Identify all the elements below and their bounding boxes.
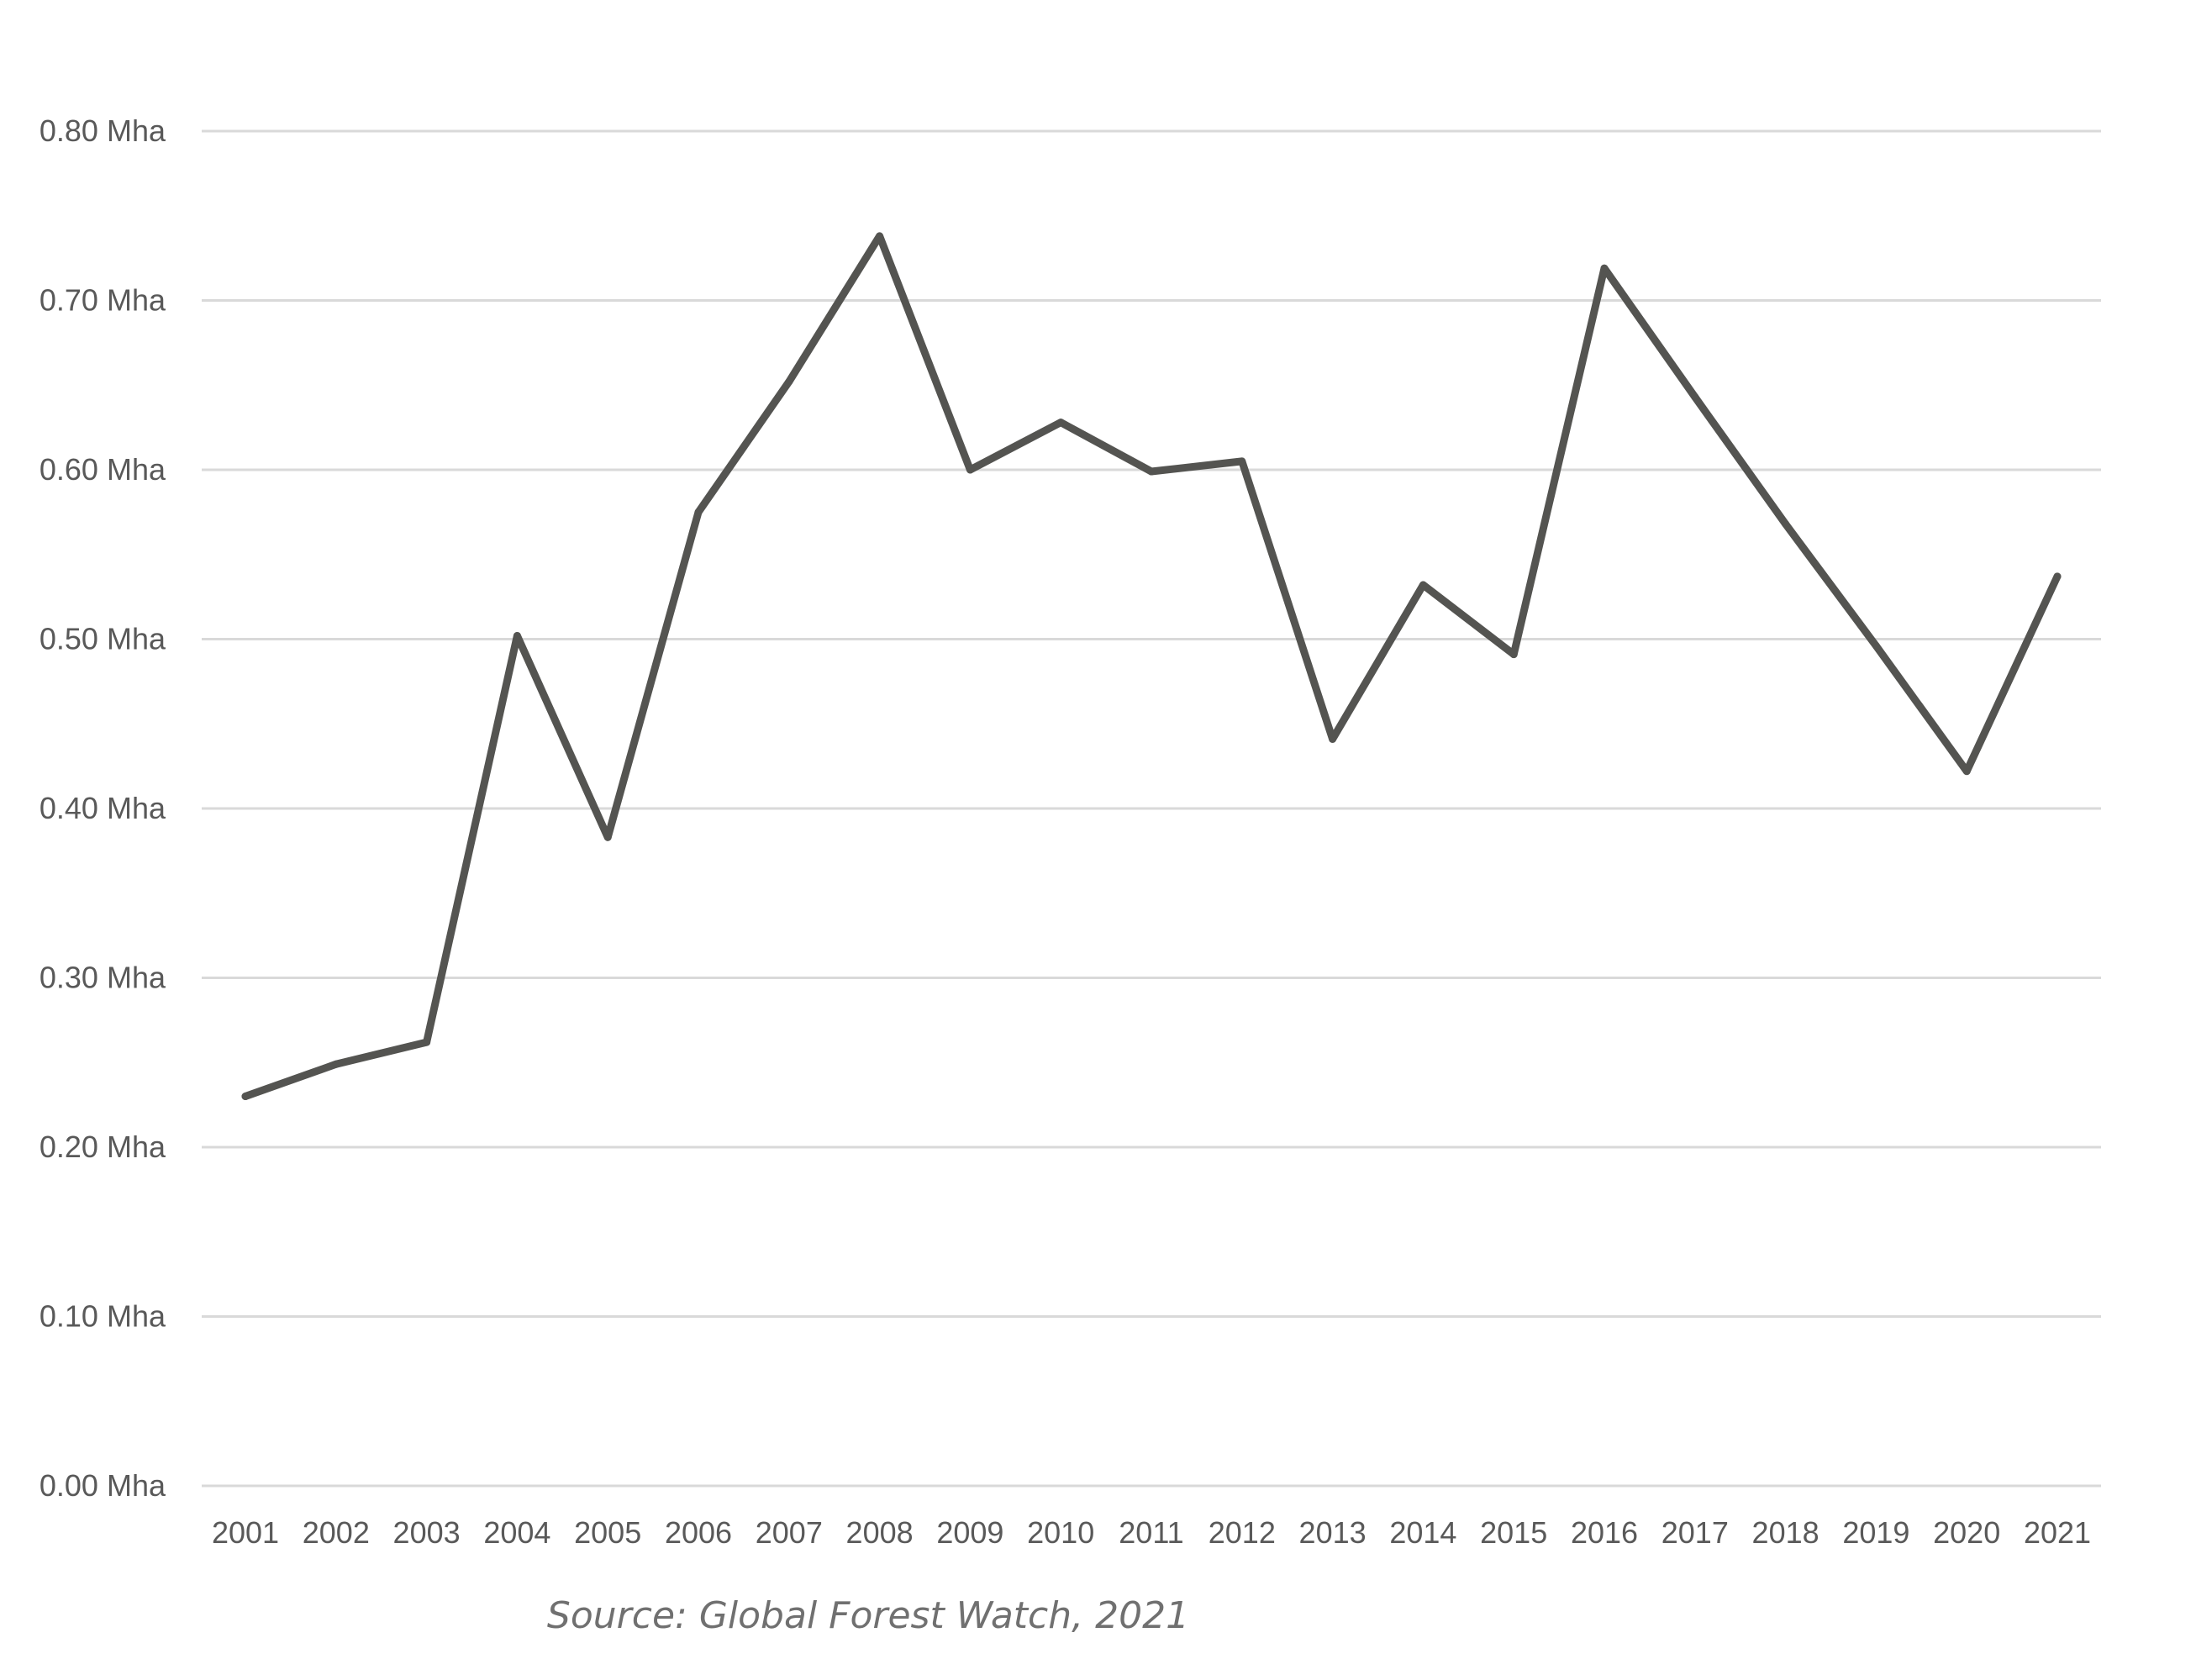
data-point (1238, 457, 1246, 466)
series-layer (241, 232, 2062, 1101)
x-tick-label: 2006 (665, 1515, 732, 1550)
x-tick-label: 2009 (936, 1515, 1003, 1550)
x-tick-label: 2013 (1299, 1515, 1367, 1550)
x-tick-label: 2008 (846, 1515, 914, 1550)
data-point (241, 1093, 250, 1101)
gridlines (202, 129, 2101, 1488)
data-point (1600, 264, 1609, 272)
data-point (2053, 572, 2062, 581)
x-tick-label: 2020 (1933, 1515, 2000, 1550)
x-tick-label: 2015 (1480, 1515, 1547, 1550)
y-tick-label: 0.20 Mha (39, 1130, 166, 1164)
x-tick-label: 2017 (1661, 1515, 1729, 1550)
x-tick-label: 2011 (1119, 1515, 1183, 1550)
y-tick-label: 0.60 Mha (39, 452, 166, 487)
data-point (694, 508, 703, 516)
x-tick-label: 2010 (1027, 1515, 1094, 1550)
data-point (332, 1060, 340, 1068)
data-point (423, 1038, 431, 1046)
y-tick-label: 0.80 Mha (39, 113, 166, 148)
x-tick-label: 2002 (303, 1515, 370, 1550)
data-point (603, 833, 612, 841)
data-point (1419, 581, 1427, 589)
data-point (876, 232, 884, 240)
x-tick-label: 2012 (1209, 1515, 1276, 1550)
y-tick-label: 0.30 Mha (39, 961, 166, 995)
y-tick-label: 0.10 Mha (39, 1299, 166, 1334)
data-point (1329, 735, 1337, 743)
data-point (1509, 650, 1518, 659)
y-tick-label: 0.00 Mha (39, 1468, 166, 1503)
x-tick-label: 2014 (1389, 1515, 1456, 1550)
x-tick-label: 2021 (2024, 1515, 2091, 1550)
x-axis-tick-labels: 2001 2002 2003 2004 2005 2006 2007 2008 2009 2010… (212, 1515, 2091, 1550)
y-tick-label: 0.70 Mha (39, 283, 166, 318)
source-caption: Source: Global Forest Watch, 2021 (547, 1594, 1189, 1637)
data-point (513, 631, 521, 640)
x-tick-label: 2003 (393, 1515, 461, 1550)
data-point (1872, 642, 1880, 650)
data-point (966, 466, 974, 474)
x-tick-label: 2018 (1752, 1515, 1819, 1550)
x-tick-label: 2001 (212, 1515, 279, 1550)
x-tick-label: 2007 (756, 1515, 823, 1550)
data-point (1782, 519, 1790, 528)
data-point (785, 377, 793, 386)
data-point (1147, 467, 1156, 476)
x-tick-label: 2004 (483, 1515, 550, 1550)
x-tick-label: 2019 (1842, 1515, 1909, 1550)
y-tick-label: 0.50 Mha (39, 622, 166, 656)
data-point (1962, 767, 1971, 776)
y-axis-tick-labels: 0.00 Mha 0.10 Mha 0.20 Mha 0.30 Mha 0.40 Mha… (39, 113, 166, 1503)
data-point (1056, 419, 1065, 427)
series-line (241, 232, 2062, 1100)
x-tick-label: 2005 (574, 1515, 641, 1550)
y-tick-label: 0.40 Mha (39, 791, 166, 825)
data-point (1691, 392, 1699, 401)
x-tick-label: 2016 (1571, 1515, 1638, 1550)
